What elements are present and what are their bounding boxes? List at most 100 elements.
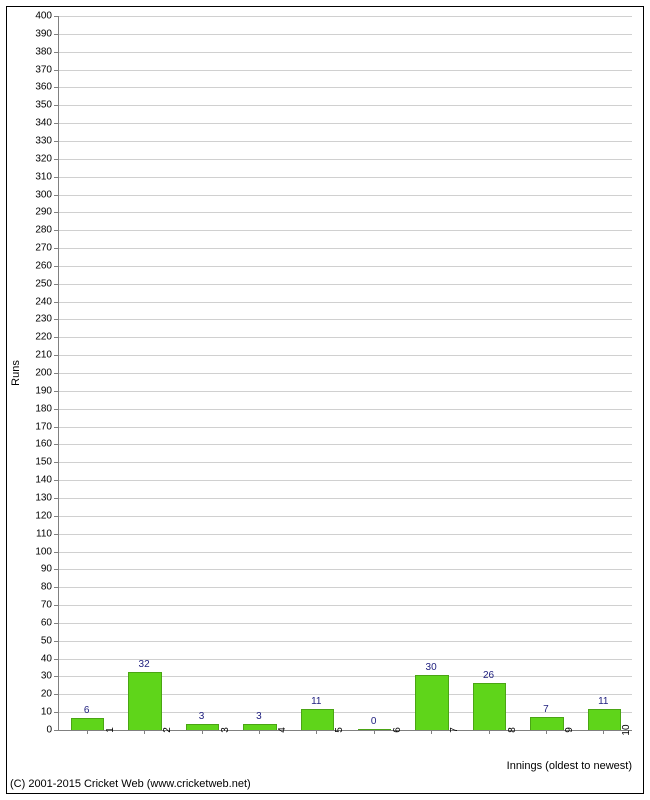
y-tick-label: 220: [35, 332, 58, 343]
y-tick-label: 330: [35, 135, 58, 146]
gridline: [58, 212, 632, 213]
y-tick-label: 0: [46, 725, 58, 736]
y-tick-label: 150: [35, 457, 58, 468]
y-axis-line: [58, 16, 59, 730]
gridline: [58, 105, 632, 106]
bar-value-label: 3: [199, 711, 205, 722]
y-tick-label: 230: [35, 314, 58, 325]
y-tick-label: 280: [35, 225, 58, 236]
gridline: [58, 266, 632, 267]
y-tick-label: 270: [35, 243, 58, 254]
x-tick-label: 3: [202, 727, 231, 733]
y-tick-label: 310: [35, 171, 58, 182]
gridline: [58, 248, 632, 249]
y-tick-label: 290: [35, 207, 58, 218]
y-tick-label: 40: [41, 653, 58, 664]
y-tick-label: 170: [35, 421, 58, 432]
x-tick-label: 4: [259, 727, 288, 733]
y-tick-label: 370: [35, 64, 58, 75]
y-tick-label: 250: [35, 278, 58, 289]
bar-value-label: 30: [426, 662, 437, 673]
gridline: [58, 141, 632, 142]
y-tick-label: 390: [35, 28, 58, 39]
y-axis-title: Runs: [10, 360, 22, 386]
y-tick-label: 340: [35, 118, 58, 129]
bar-value-label: 3: [256, 711, 262, 722]
y-tick-label: 320: [35, 153, 58, 164]
y-tick-label: 140: [35, 475, 58, 486]
y-tick-label: 380: [35, 46, 58, 57]
gridline: [58, 87, 632, 88]
gridline: [58, 123, 632, 124]
x-tick-label: 8: [489, 727, 518, 733]
gridline: [58, 52, 632, 53]
gridline: [58, 337, 632, 338]
gridline: [58, 427, 632, 428]
y-tick-label: 180: [35, 403, 58, 414]
gridline: [58, 534, 632, 535]
plot-area: 0102030405060708090100110120130140150160…: [58, 16, 632, 730]
y-tick-label: 20: [41, 689, 58, 700]
gridline: [58, 16, 632, 17]
y-tick-label: 60: [41, 617, 58, 628]
gridline: [58, 373, 632, 374]
bar: [473, 683, 507, 730]
gridline: [58, 159, 632, 160]
gridline: [58, 230, 632, 231]
x-axis-title: Innings (oldest to newest): [507, 760, 632, 772]
x-tick-label: 7: [431, 727, 460, 733]
y-tick-label: 100: [35, 546, 58, 557]
x-tick-label: 2: [144, 727, 173, 733]
y-tick-label: 210: [35, 350, 58, 361]
y-tick-label: 30: [41, 671, 58, 682]
y-tick-label: 70: [41, 600, 58, 611]
y-tick-label: 200: [35, 368, 58, 379]
bar-value-label: 26: [483, 670, 494, 681]
bar: [128, 672, 162, 730]
y-tick-label: 160: [35, 439, 58, 450]
y-tick-label: 350: [35, 100, 58, 111]
y-tick-label: 10: [41, 707, 58, 718]
bar-value-label: 0: [371, 716, 377, 727]
gridline: [58, 480, 632, 481]
bar-value-label: 6: [84, 705, 90, 716]
y-tick-label: 240: [35, 296, 58, 307]
gridline: [58, 498, 632, 499]
gridline: [58, 587, 632, 588]
copyright-text: (C) 2001-2015 Cricket Web (www.cricketwe…: [10, 778, 251, 790]
gridline: [58, 641, 632, 642]
x-tick-label: 1: [87, 727, 116, 733]
y-tick-label: 190: [35, 385, 58, 396]
gridline: [58, 623, 632, 624]
y-tick-label: 300: [35, 189, 58, 200]
gridline: [58, 34, 632, 35]
bar-value-label: 32: [139, 659, 150, 670]
y-tick-label: 50: [41, 635, 58, 646]
gridline: [58, 391, 632, 392]
chart-container: 0102030405060708090100110120130140150160…: [0, 0, 650, 800]
gridline: [58, 70, 632, 71]
gridline: [58, 319, 632, 320]
gridline: [58, 516, 632, 517]
x-tick-label: 6: [374, 727, 403, 733]
y-tick-label: 120: [35, 510, 58, 521]
y-tick-label: 90: [41, 564, 58, 575]
bar-value-label: 7: [543, 704, 549, 715]
gridline: [58, 284, 632, 285]
gridline: [58, 177, 632, 178]
gridline: [58, 552, 632, 553]
gridline: [58, 605, 632, 606]
y-tick-label: 80: [41, 582, 58, 593]
gridline: [58, 302, 632, 303]
x-tick-label: 5: [316, 727, 345, 733]
y-tick-label: 360: [35, 82, 58, 93]
y-tick-label: 260: [35, 260, 58, 271]
bar: [415, 675, 449, 730]
bar-value-label: 11: [311, 696, 321, 707]
gridline: [58, 355, 632, 356]
gridline: [58, 195, 632, 196]
y-tick-label: 400: [35, 11, 58, 22]
y-tick-label: 110: [36, 528, 58, 539]
gridline: [58, 569, 632, 570]
gridline: [58, 444, 632, 445]
